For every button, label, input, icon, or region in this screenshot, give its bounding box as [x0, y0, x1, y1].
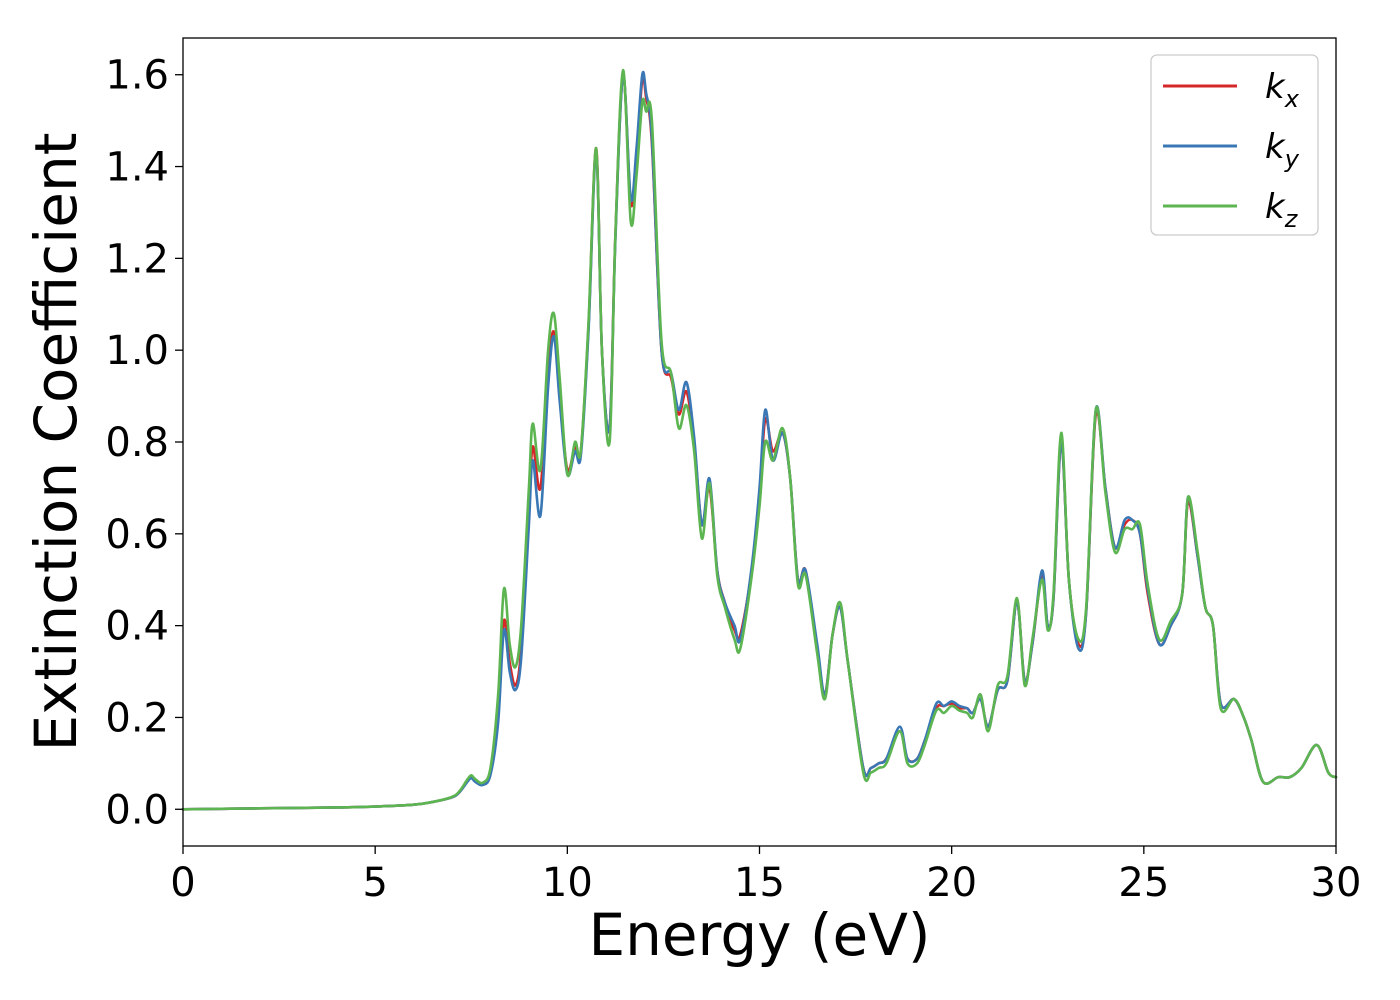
y-tick-label: 0.0 [105, 787, 169, 833]
y-tick-label: 1.4 [105, 145, 169, 191]
x-tick-label: 5 [362, 860, 387, 906]
x-tick-label: 25 [1118, 860, 1169, 906]
legend-label-z: kz [1265, 187, 1299, 233]
y-axis-title: Extinction Coefficient [22, 133, 90, 752]
x-tick-label: 20 [926, 860, 977, 906]
x-tick-label: 10 [542, 860, 593, 906]
y-tick-label: 0.8 [105, 420, 169, 466]
x-tick-label: 30 [1311, 860, 1362, 906]
x-tick-label: 0 [170, 860, 195, 906]
legend-label-x: kx [1265, 67, 1300, 113]
plot-area [183, 38, 1336, 846]
legend-label-y: ky [1265, 127, 1300, 173]
y-tick-label: 1.2 [105, 236, 169, 282]
series-line-z [181, 68, 1338, 811]
series-layer [181, 68, 1338, 811]
legend: kx ky kz [1150, 54, 1319, 236]
y-tick-label: 0.6 [105, 512, 169, 558]
x-axis-title: Energy (eV) [588, 901, 930, 969]
y-tick-label: 1.0 [105, 328, 169, 374]
x-axis: 0 5 10 15 20 25 30 [170, 846, 1361, 906]
y-axis: 0.0 0.2 0.4 0.6 0.8 1.0 1.2 1.4 1.6 [105, 53, 183, 833]
y-tick-label: 0.2 [105, 695, 169, 741]
x-tick-label: 15 [734, 860, 785, 906]
y-tick-label: 0.4 [105, 604, 169, 650]
y-tick-label: 1.6 [105, 53, 169, 99]
